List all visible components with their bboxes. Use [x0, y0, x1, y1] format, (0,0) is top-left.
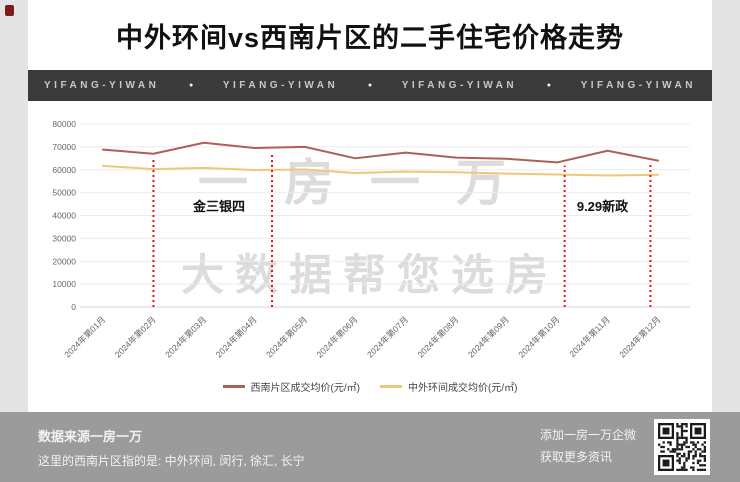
svg-text:40000: 40000 — [52, 211, 76, 221]
brand-text: YIFANG-YIWAN — [580, 80, 696, 91]
svg-text:2024年第05月: 2024年第05月 — [264, 314, 309, 359]
qr-code-icon — [654, 419, 710, 475]
legend-line-swatch — [222, 385, 245, 388]
separator-dot: ● — [188, 82, 194, 89]
svg-text:80000: 80000 — [52, 119, 76, 129]
svg-text:2024年第09月: 2024年第09月 — [466, 314, 511, 359]
legend-item-southwest: 西南片区成交均价(元/㎡) — [222, 379, 360, 394]
contact-line: 获取更多资讯 — [539, 450, 612, 464]
legend-line-swatch — [380, 385, 402, 388]
chart-area: 一房一万 大数据帮您选房 0 10000 20000 30000 40000 50000 6… — [28, 101, 712, 412]
legend-label: 中外环间成交均价(元/㎡) — [408, 383, 518, 394]
region-definition-line: 这里的西南片区指的是: 中外环间, 闵行, 徐汇, 长宁 — [38, 453, 305, 468]
brand-text: YIFANG-YIWAN — [44, 80, 160, 91]
brand-text: YIFANG-YIWAN — [401, 80, 518, 91]
svg-text:30000: 30000 — [52, 233, 76, 243]
svg-text:2024年第04月: 2024年第04月 — [214, 314, 259, 359]
page-title: 中外环间vs西南片区的二手住宅价格走势 — [115, 22, 625, 53]
svg-text:2024年第10月: 2024年第10月 — [516, 314, 561, 359]
price-chart: 0 10000 20000 30000 40000 50000 60000 70000 8000… — [52, 119, 690, 360]
legend-item-midouter-ring: 中外环间成交均价(元/㎡) — [380, 379, 517, 394]
separator-dot: ● — [546, 82, 551, 89]
footer: 数据来源一房一万 这里的西南片区指的是: 中外环间, 闵行, 徐汇, 长宁 添加… — [0, 412, 740, 482]
qr-code-svg — [654, 419, 710, 475]
svg-text:2024年第06月: 2024年第06月 — [315, 314, 360, 359]
svg-text:2024年第11月: 2024年第11月 — [567, 314, 612, 359]
svg-text:2024年第02月: 2024年第02月 — [113, 314, 158, 359]
svg-text:70000: 70000 — [52, 142, 76, 152]
watermark-brand: 一房一万 — [198, 155, 542, 211]
data-source-block: 数据来源一房一万 这里的西南片区指的是: 中外环间, 闵行, 徐汇, 长宁 — [38, 426, 540, 469]
chart-legend: 西南片区成交均价(元/㎡) 中外环间成交均价(元/㎡) — [28, 379, 712, 394]
title-bar: 中外环间vs西南片区的二手住宅价格走势 — [28, 0, 712, 70]
contact-line: 添加一房一万企微 — [539, 428, 636, 443]
content-card: 中外环间vs西南片区的二手住宅价格走势 YIFANG-YIWAN ● YIFAN… — [28, 0, 712, 412]
svg-text:2024年第03月: 2024年第03月 — [163, 314, 208, 359]
separator-dot: ● — [367, 82, 373, 89]
svg-text:9.29新政: 9.29新政 — [577, 199, 629, 214]
brand-banner: YIFANG-YIWAN ● YIFANG-YIWAN ● YIFANG-YIW… — [28, 70, 712, 101]
legend-label: 西南片区成交均价(元/㎡) — [250, 383, 360, 394]
contact-block: 添加一房一万企微 获取更多资讯 — [540, 425, 636, 468]
svg-text:60000: 60000 — [52, 165, 76, 175]
svg-text:2024年第08月: 2024年第08月 — [415, 314, 460, 359]
svg-text:20000: 20000 — [52, 256, 76, 266]
svg-text:0: 0 — [71, 302, 76, 312]
corner-logo-mark — [5, 5, 14, 16]
svg-text:50000: 50000 — [52, 188, 76, 198]
svg-text:2024年第12月: 2024年第12月 — [617, 314, 662, 359]
data-source-line: 数据来源一房一万 — [38, 428, 143, 444]
svg-text:10000: 10000 — [52, 279, 76, 289]
svg-text:2024年第07月: 2024年第07月 — [365, 314, 410, 359]
svg-text:2024年第01月: 2024年第01月 — [62, 314, 107, 359]
brand-text: YIFANG-YIWAN — [222, 80, 339, 91]
svg-text:金三银四: 金三银四 — [192, 199, 245, 214]
watermark-slogan: 大数据帮您选房 — [181, 252, 559, 300]
